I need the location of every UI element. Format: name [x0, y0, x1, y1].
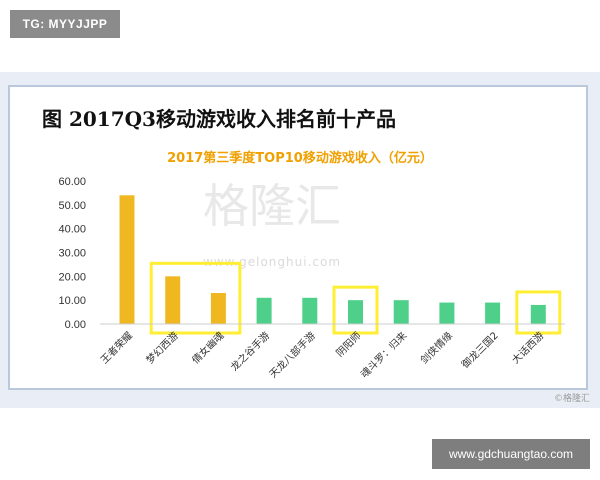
chart-title: 2017第三季度TOP10移动游戏收入（亿元）: [167, 150, 433, 166]
bar: [485, 302, 501, 324]
bars: [119, 195, 546, 324]
slide-title: 图 2017Q3移动游戏收入排名前十产品: [42, 107, 396, 131]
bar: [256, 297, 272, 324]
x-tick-label: 梦幻西游: [143, 329, 180, 366]
bar: [393, 300, 409, 324]
bar: [348, 300, 363, 324]
watermark-logo: 格隆汇: [203, 179, 341, 233]
corner-watermark: ©格隆汇: [554, 392, 590, 404]
y-axis: 0.00 10.00 20.00 30.00 40.00 50.00 60.00: [58, 176, 86, 331]
bar: [439, 302, 455, 324]
bar: [530, 304, 546, 324]
y-tick-label: 20.00: [58, 271, 86, 283]
x-tick-label: 剑侠情缘: [418, 329, 455, 366]
x-tick-label: 王者荣耀: [98, 330, 135, 367]
watermark: 格隆汇 www.gelonghui.com: [203, 179, 341, 269]
y-tick-label: 10.00: [58, 295, 86, 307]
highlight-box: [149, 261, 242, 335]
x-tick-label: 龙之谷手游: [228, 329, 273, 374]
bar: [302, 297, 318, 324]
bottom-right-badge: www.gdchuangtao.com: [432, 439, 590, 469]
x-tick-label: 大话西游: [509, 329, 546, 366]
x-tick-label: 倩女幽魂: [189, 329, 226, 366]
slide-panel: [8, 85, 588, 390]
y-tick-label: 0.00: [65, 319, 86, 331]
y-tick-label: 50.00: [58, 200, 86, 212]
y-tick-label: 30.00: [58, 248, 86, 260]
highlight-boxes: [149, 261, 562, 335]
highlight-box: [515, 290, 562, 335]
bar: [210, 293, 226, 324]
x-tick-label: 魂斗罗：归来: [358, 329, 410, 381]
y-tick-label: 60.00: [58, 176, 86, 188]
highlight-box: [332, 285, 379, 335]
bar: [165, 276, 181, 324]
top-left-badge: TG: MYYJJPP: [10, 10, 120, 38]
bar: [119, 195, 135, 324]
y-tick-label: 40.00: [58, 224, 86, 236]
x-tick-label: 天龙八部手游: [266, 329, 318, 381]
watermark-url: www.gelonghui.com: [203, 255, 341, 269]
x-tick-label: 御龙三国2: [459, 329, 501, 371]
